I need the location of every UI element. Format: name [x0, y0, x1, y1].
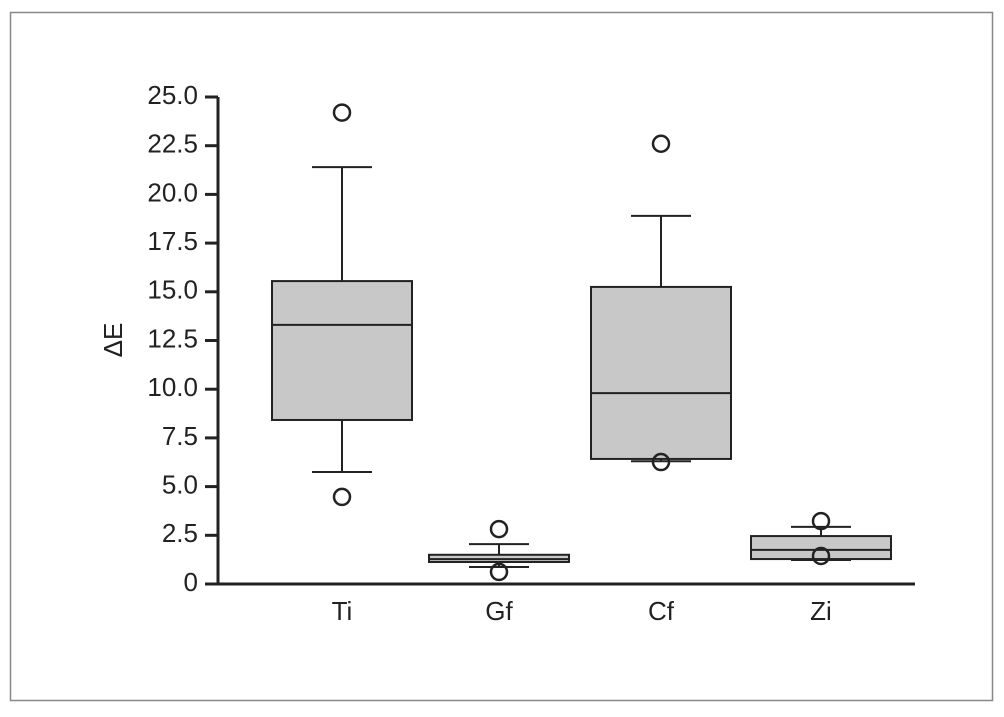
outlier — [811, 511, 831, 531]
y-tick-label: 5.0 — [162, 469, 198, 499]
outlier — [651, 452, 671, 472]
x-tick-label: Ti — [332, 596, 353, 626]
x-tick-label: Gf — [485, 596, 513, 626]
y-axis-label: ΔE — [98, 323, 128, 358]
outlier — [489, 562, 509, 582]
outlier — [332, 103, 352, 122]
y-tick-label: 7.5 — [162, 421, 198, 451]
frame — [9, 11, 994, 702]
y-tick-label: 0 — [184, 567, 198, 597]
y-tick-label: 15.0 — [147, 275, 198, 305]
y-tick-label: 20.0 — [147, 177, 198, 207]
y-tick-label: 12.5 — [147, 323, 198, 353]
x-tick-label: Cf — [648, 596, 675, 626]
outlier — [811, 546, 831, 566]
y-tick-label: 22.5 — [147, 129, 198, 159]
y-tick-label: 2.5 — [162, 518, 198, 548]
outlier — [651, 134, 671, 154]
outlier — [489, 519, 509, 539]
box — [271, 280, 413, 421]
y-tick-label: 10.0 — [147, 372, 198, 402]
y-tick-label: 25.0 — [147, 80, 198, 110]
box — [590, 285, 732, 460]
y-tick-label: 17.5 — [147, 226, 198, 256]
outlier — [332, 487, 352, 507]
x-tick-label: Zi — [810, 596, 832, 626]
